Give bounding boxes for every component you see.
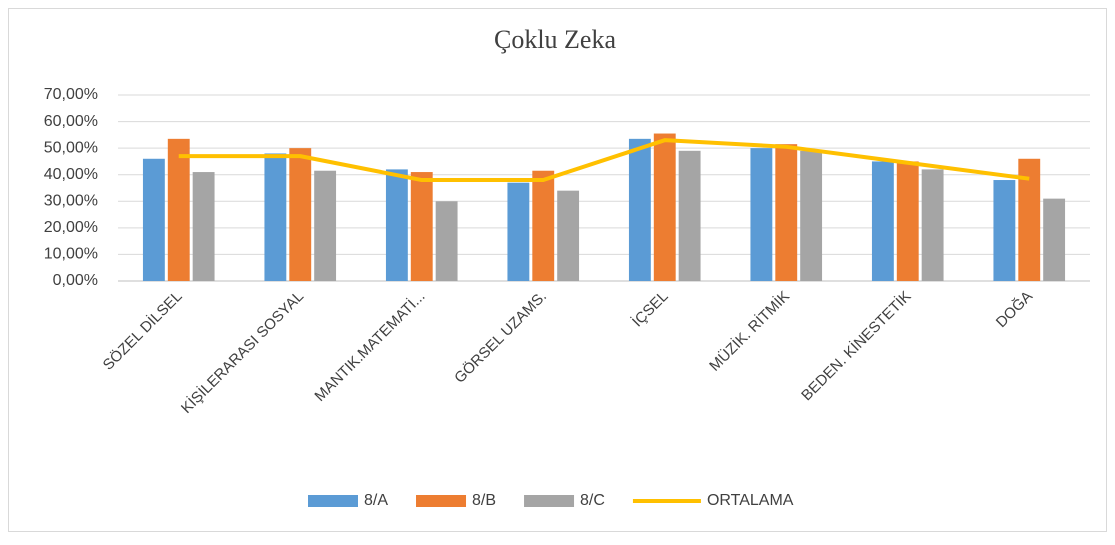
bar: [167, 138, 190, 281]
y-tick-label: 70,00%: [44, 86, 98, 103]
bar: [557, 190, 580, 281]
bar: [410, 172, 433, 281]
chart-title: Çoklu Zeka: [494, 25, 616, 54]
bar: [507, 182, 530, 281]
bar: [435, 201, 458, 281]
bar: [678, 150, 701, 281]
y-tick-label: 50,00%: [44, 139, 98, 156]
legend-swatch: [524, 495, 575, 507]
bar: [750, 148, 773, 281]
bar: [532, 170, 555, 281]
bar: [1018, 158, 1041, 281]
legend-swatch: [416, 495, 467, 507]
bar: [775, 144, 798, 281]
bar: [385, 169, 408, 281]
y-tick-label: 40,00%: [44, 166, 98, 183]
bar: [653, 133, 676, 281]
bar: [800, 150, 823, 281]
legend-label: ORTALAMA: [707, 492, 794, 509]
bar: [993, 180, 1016, 281]
bar: [192, 172, 215, 281]
bar: [289, 148, 312, 281]
line: [178, 138, 1030, 183]
legend-label: 8/C: [580, 492, 605, 509]
y-tick-label: 0,00%: [53, 272, 98, 289]
legend-label: 8/B: [472, 492, 496, 509]
bar: [264, 153, 287, 281]
bar: [1043, 198, 1066, 281]
bar: [628, 138, 651, 281]
y-tick-label: 30,00%: [44, 193, 98, 210]
bar: [871, 161, 894, 281]
legend-swatch: [308, 495, 358, 507]
bar: [142, 158, 165, 281]
y-tick-label: 60,00%: [44, 113, 98, 130]
y-tick-label: 20,00%: [44, 219, 98, 236]
legend-label: 8/A: [364, 492, 388, 509]
bar: [896, 161, 919, 281]
bar: [921, 169, 944, 281]
bar: [314, 170, 337, 281]
y-tick-label: 10,00%: [44, 246, 98, 263]
